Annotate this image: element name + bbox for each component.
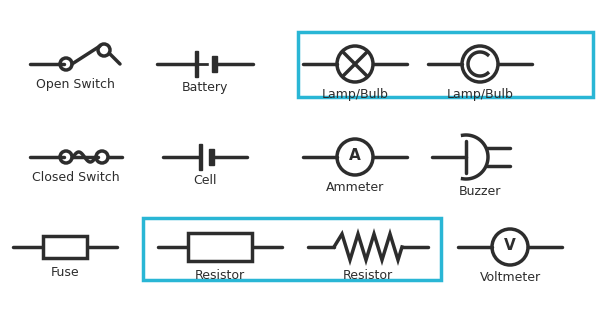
Bar	[298, 32, 593, 97]
Bar	[212, 56, 217, 72]
Text: Fuse: Fuse	[50, 266, 79, 279]
Text: Voltmeter: Voltmeter	[479, 271, 541, 284]
Text: Battery: Battery	[182, 81, 228, 94]
Bar	[195, 51, 198, 77]
Text: Resistor: Resistor	[195, 269, 245, 282]
Bar	[199, 144, 202, 170]
Bar	[43, 236, 87, 258]
Text: Lamp/Bulb: Lamp/Bulb	[322, 88, 388, 101]
Text: Cell: Cell	[193, 174, 217, 187]
Bar	[143, 218, 441, 280]
Bar	[209, 149, 214, 165]
Text: Closed Switch: Closed Switch	[32, 171, 120, 184]
Text: A: A	[349, 147, 361, 163]
Text: Buzzer: Buzzer	[459, 185, 501, 198]
Text: V: V	[504, 238, 516, 252]
Text: Open Switch: Open Switch	[35, 78, 115, 91]
Bar	[188, 233, 252, 261]
Text: Ammeter: Ammeter	[326, 181, 384, 194]
Text: Lamp/Bulb: Lamp/Bulb	[446, 88, 514, 101]
Text: Resistor: Resistor	[343, 269, 393, 282]
